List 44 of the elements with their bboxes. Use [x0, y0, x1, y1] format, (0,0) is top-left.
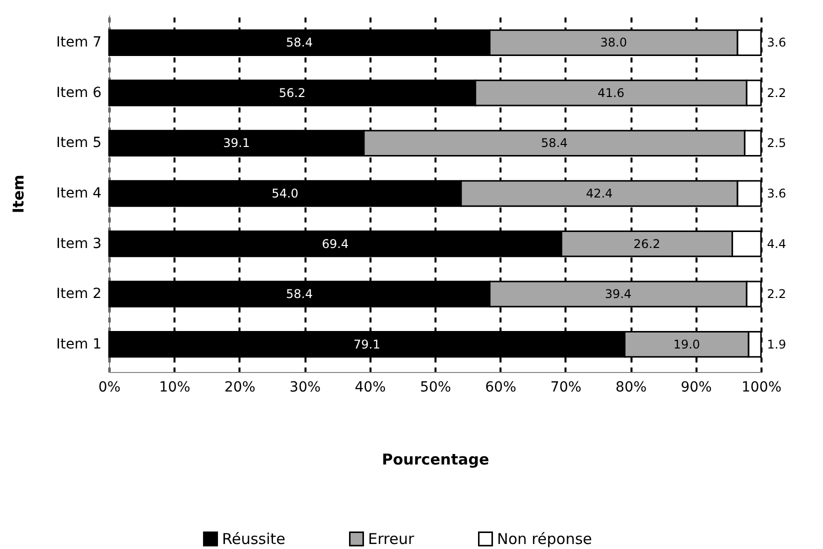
x-tick-label: 70%	[550, 380, 582, 396]
data-label: 56.2	[278, 86, 306, 100]
x-tick-label: 10%	[159, 380, 190, 396]
data-label: 58.4	[286, 287, 313, 302]
y-tick-label: Item 2	[56, 286, 102, 302]
data-label: 19.0	[673, 337, 700, 352]
data-label: 4.4	[767, 236, 786, 251]
data-label: 39.1	[223, 136, 250, 150]
data-label: 39.4	[604, 287, 632, 302]
data-label: 69.4	[322, 236, 349, 251]
y-tick-label: Item 6	[56, 84, 102, 101]
data-label: 26.2	[634, 236, 660, 251]
data-label: 3.6	[767, 186, 786, 200]
legend-label: Erreur	[368, 530, 415, 548]
y-tick-label: Item 7	[56, 34, 102, 51]
data-label: 38.0	[600, 36, 628, 50]
y-tick-label: Item 5	[56, 135, 102, 152]
x-tick-label: 50%	[420, 380, 452, 396]
x-tick-label: 60%	[485, 380, 516, 396]
x-tick-label: 40%	[354, 380, 386, 396]
legend-label: Non réponse	[497, 530, 592, 548]
data-label: 58.4	[540, 136, 568, 150]
data-label: 1.9	[767, 337, 786, 352]
data-label: 42.4	[586, 186, 613, 200]
data-label: 2.2	[767, 86, 786, 100]
x-tick-label: 30%	[290, 380, 321, 396]
data-label: 54.0	[272, 186, 298, 200]
y-tick-label: Item 1	[56, 336, 102, 352]
x-tick-label: 100%	[741, 380, 782, 396]
data-label: 2.5	[767, 136, 786, 150]
data-label: 79.1	[354, 337, 380, 352]
x-tick-label: 90%	[680, 380, 712, 396]
x-tick-label: 80%	[616, 380, 647, 396]
x-tick-label: 0%	[98, 380, 121, 396]
data-label: 3.6	[767, 36, 786, 50]
x-axis-title: Pourcentage	[382, 450, 490, 468]
data-label: 58.4	[286, 36, 313, 50]
x-tick-label: 20%	[224, 380, 256, 396]
data-label: 41.6	[598, 86, 624, 100]
data-label: 2.2	[767, 287, 786, 302]
y-axis-title: Item	[9, 174, 28, 214]
y-tick-label: Item 3	[56, 236, 102, 252]
legend-label: Réussite	[222, 530, 286, 548]
y-tick-label: Item 4	[56, 186, 102, 202]
